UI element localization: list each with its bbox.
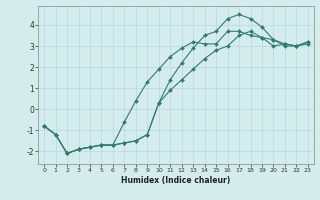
X-axis label: Humidex (Indice chaleur): Humidex (Indice chaleur) — [121, 176, 231, 185]
